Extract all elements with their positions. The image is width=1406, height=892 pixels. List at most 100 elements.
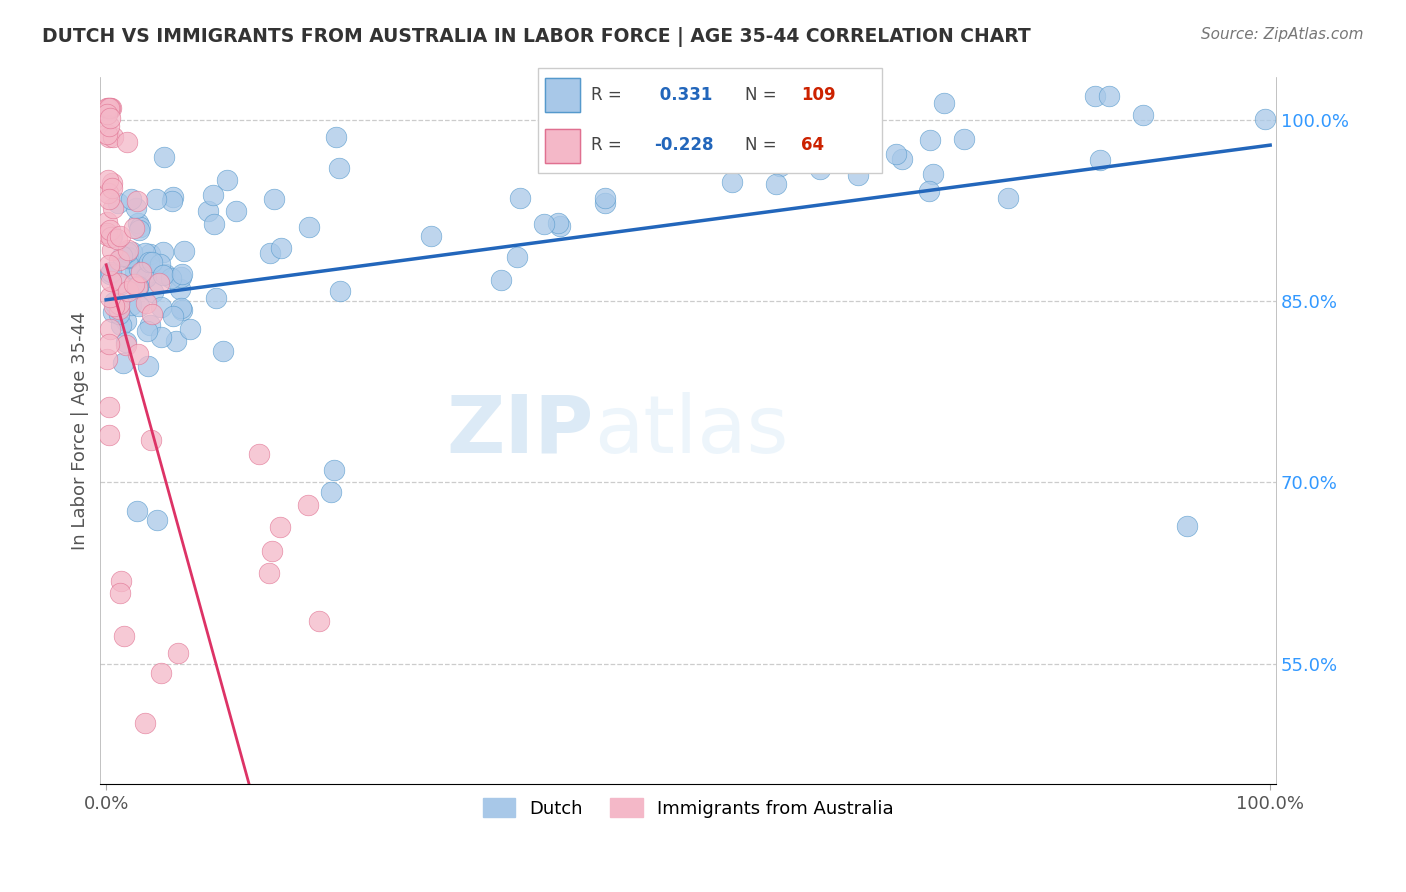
Point xyxy=(138,255,160,269)
Bar xyxy=(544,78,579,112)
Point xyxy=(117,244,139,259)
Point xyxy=(101,176,124,190)
Point xyxy=(107,195,129,210)
Text: ZIP: ZIP xyxy=(447,392,595,470)
Point xyxy=(765,178,787,192)
Point xyxy=(547,216,569,230)
Point xyxy=(135,296,157,310)
Point xyxy=(135,270,157,285)
Point xyxy=(159,271,181,285)
Point xyxy=(1254,112,1277,126)
Legend: Dutch, Immigrants from Australia: Dutch, Immigrants from Australia xyxy=(475,791,901,825)
Point xyxy=(107,276,129,290)
Y-axis label: In Labor Force | Age 35-44: In Labor Force | Age 35-44 xyxy=(72,311,89,550)
Point xyxy=(103,299,125,313)
Point xyxy=(145,192,167,206)
Point xyxy=(766,116,789,130)
Point xyxy=(97,428,120,442)
Point xyxy=(918,185,941,199)
Point xyxy=(506,250,529,264)
Point xyxy=(491,273,513,287)
Bar xyxy=(544,129,579,163)
Point xyxy=(110,318,132,333)
Point xyxy=(308,614,330,628)
Point xyxy=(152,245,174,260)
Point xyxy=(997,191,1019,205)
Text: R =: R = xyxy=(591,86,621,103)
Point xyxy=(125,194,148,208)
Point xyxy=(97,186,120,200)
Point xyxy=(212,343,235,358)
Point xyxy=(111,249,134,263)
Point xyxy=(110,277,132,292)
Point xyxy=(105,301,128,315)
Point xyxy=(509,191,531,205)
Point xyxy=(127,280,149,294)
Point xyxy=(96,215,118,229)
Text: R =: R = xyxy=(591,136,621,154)
Text: 64: 64 xyxy=(801,136,824,154)
Bar xyxy=(544,78,579,112)
Point xyxy=(269,519,291,533)
Point xyxy=(419,229,441,244)
Point xyxy=(98,258,121,272)
Point xyxy=(110,574,132,588)
Point xyxy=(808,162,831,177)
Point xyxy=(117,244,139,258)
Point xyxy=(162,310,184,324)
Point xyxy=(548,219,571,234)
Point xyxy=(197,203,219,218)
Point xyxy=(205,291,228,305)
Text: N =: N = xyxy=(745,86,776,103)
Point xyxy=(134,270,156,285)
Point xyxy=(96,127,118,141)
Point xyxy=(101,181,124,195)
Point xyxy=(152,268,174,282)
Point xyxy=(146,513,169,527)
Point xyxy=(128,223,150,237)
Point xyxy=(167,646,190,660)
Point xyxy=(329,284,352,298)
Point xyxy=(1084,88,1107,103)
Point xyxy=(257,566,280,580)
Point xyxy=(101,243,124,257)
Point xyxy=(127,503,149,517)
Point xyxy=(533,217,555,231)
Point xyxy=(124,265,146,279)
Point xyxy=(105,232,128,246)
Point xyxy=(128,299,150,313)
Point xyxy=(117,251,139,265)
Point xyxy=(162,190,184,204)
Point xyxy=(595,191,617,205)
Point xyxy=(97,173,120,187)
Point xyxy=(127,278,149,293)
Point xyxy=(108,302,131,317)
Point xyxy=(139,246,162,260)
Text: Source: ZipAtlas.com: Source: ZipAtlas.com xyxy=(1201,27,1364,42)
Point xyxy=(100,274,122,288)
Point xyxy=(583,132,606,146)
Point xyxy=(918,133,941,147)
Point xyxy=(202,217,225,231)
Point xyxy=(321,484,343,499)
Point xyxy=(297,498,319,512)
Text: 0.331: 0.331 xyxy=(654,86,713,103)
Point xyxy=(593,196,616,211)
Text: N =: N = xyxy=(745,136,776,154)
Bar xyxy=(544,129,579,163)
Point xyxy=(769,159,792,173)
Point xyxy=(121,245,143,260)
Point xyxy=(172,267,194,281)
Point xyxy=(325,130,347,145)
Point xyxy=(270,241,292,255)
Point xyxy=(127,347,149,361)
Point xyxy=(110,586,132,600)
Point xyxy=(179,322,201,336)
Point xyxy=(96,101,118,115)
Point xyxy=(112,629,135,643)
Point xyxy=(117,250,139,264)
Point xyxy=(98,111,121,125)
Point xyxy=(322,463,344,477)
Point xyxy=(170,269,193,284)
Point xyxy=(160,194,183,208)
